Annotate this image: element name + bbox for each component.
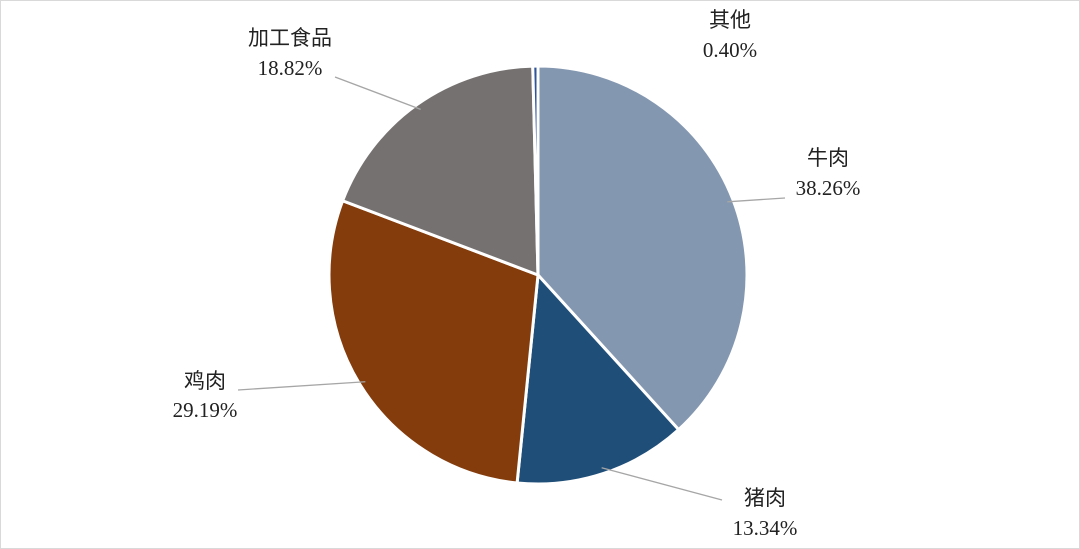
leader-line xyxy=(237,381,366,391)
slice-label: 加工食品 xyxy=(248,26,332,50)
pie-slice xyxy=(515,271,681,486)
slice-label: 牛肉 xyxy=(807,146,849,170)
pie-slice xyxy=(531,64,540,276)
pie-slice xyxy=(340,64,540,278)
slice-value-label: 13.34% xyxy=(733,516,798,540)
leader-line xyxy=(601,467,723,501)
slice-value-label: 18.82% xyxy=(258,56,323,80)
pie-slice xyxy=(536,64,749,432)
slice-value-label: 0.40% xyxy=(703,38,757,62)
pie-slice xyxy=(327,198,540,485)
leader-line xyxy=(334,76,421,110)
slice-value-label: 38.26% xyxy=(796,176,861,200)
slice-label: 其他 xyxy=(709,8,751,32)
leader-line xyxy=(727,197,786,203)
slice-label: 鸡肉 xyxy=(184,369,226,393)
slice-value-label: 29.19% xyxy=(173,398,238,422)
slice-label: 猪肉 xyxy=(744,486,786,510)
